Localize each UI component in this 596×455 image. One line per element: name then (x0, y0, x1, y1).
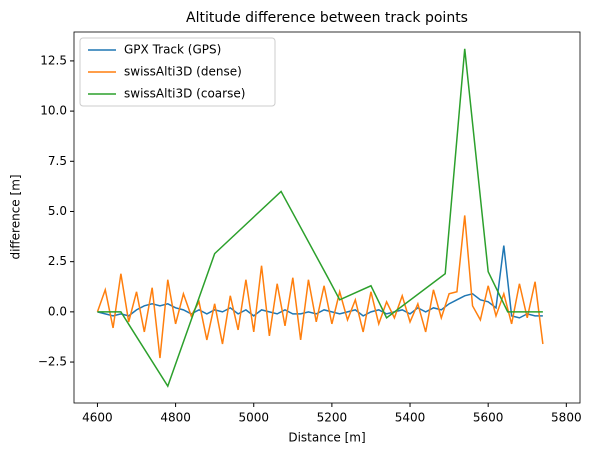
legend-label: GPX Track (GPS) (124, 43, 221, 57)
y-tick-label: 5.0 (48, 204, 67, 218)
plot-frame (73, 31, 581, 404)
y-tick-label: 12.5 (40, 53, 67, 67)
x-tick-label: 5200 (317, 411, 348, 425)
x-tick-label: 5000 (238, 411, 269, 425)
x-axis-label: Distance [m] (288, 431, 365, 445)
y-tick-label: −2.5 (38, 355, 67, 369)
y-axis-label: difference [m] (9, 174, 23, 259)
series-line (97, 48, 543, 388)
y-tick-label: 7.5 (48, 154, 67, 168)
x-tick-label: 5600 (473, 411, 504, 425)
x-tick-label: 4800 (160, 411, 191, 425)
chart-title: Altitude difference between track points (186, 10, 468, 26)
y-tick-label: 0.0 (48, 304, 67, 318)
series-line (96, 215, 544, 359)
y-tick-label: 2.5 (48, 254, 67, 268)
legend-label: swissAlti3D (dense) (124, 65, 242, 79)
legend-label: swissAlti3D (coarse) (124, 87, 245, 101)
legend-box (79, 37, 276, 107)
x-tick-label: 5400 (395, 411, 426, 425)
x-tick-label: 5800 (551, 411, 582, 425)
y-tick-label: 10.0 (40, 104, 67, 118)
x-tick-label: 4600 (82, 411, 113, 425)
